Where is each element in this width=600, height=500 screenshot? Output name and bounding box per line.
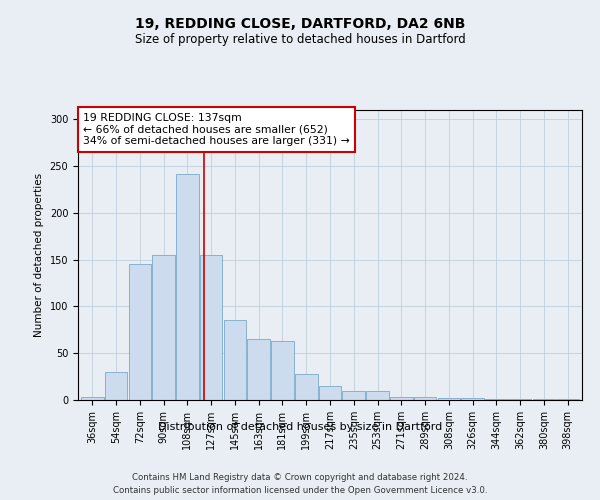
Bar [247, 339, 270, 400]
Bar [437, 398, 460, 400]
Bar [509, 399, 532, 400]
Bar [485, 399, 508, 400]
Bar [366, 390, 389, 400]
Bar [414, 397, 436, 400]
Bar [128, 264, 151, 400]
Bar [343, 390, 365, 400]
Text: Contains public sector information licensed under the Open Government Licence v3: Contains public sector information licen… [113, 486, 487, 495]
Bar [295, 374, 317, 400]
Y-axis label: Number of detached properties: Number of detached properties [34, 173, 44, 337]
Bar [533, 399, 555, 400]
Bar [319, 386, 341, 400]
Text: Contains HM Land Registry data © Crown copyright and database right 2024.: Contains HM Land Registry data © Crown c… [132, 472, 468, 482]
Bar [390, 397, 413, 400]
Text: Distribution of detached houses by size in Dartford: Distribution of detached houses by size … [158, 422, 442, 432]
Bar [271, 341, 294, 400]
Bar [224, 320, 246, 400]
Bar [105, 372, 127, 400]
Text: 19, REDDING CLOSE, DARTFORD, DA2 6NB: 19, REDDING CLOSE, DARTFORD, DA2 6NB [135, 18, 465, 32]
Bar [176, 174, 199, 400]
Bar [461, 398, 484, 400]
Text: Size of property relative to detached houses in Dartford: Size of property relative to detached ho… [134, 32, 466, 46]
Text: 19 REDDING CLOSE: 137sqm
← 66% of detached houses are smaller (652)
34% of semi-: 19 REDDING CLOSE: 137sqm ← 66% of detach… [83, 113, 350, 146]
Bar [556, 399, 579, 400]
Bar [200, 255, 223, 400]
Bar [152, 255, 175, 400]
Bar [81, 397, 104, 400]
